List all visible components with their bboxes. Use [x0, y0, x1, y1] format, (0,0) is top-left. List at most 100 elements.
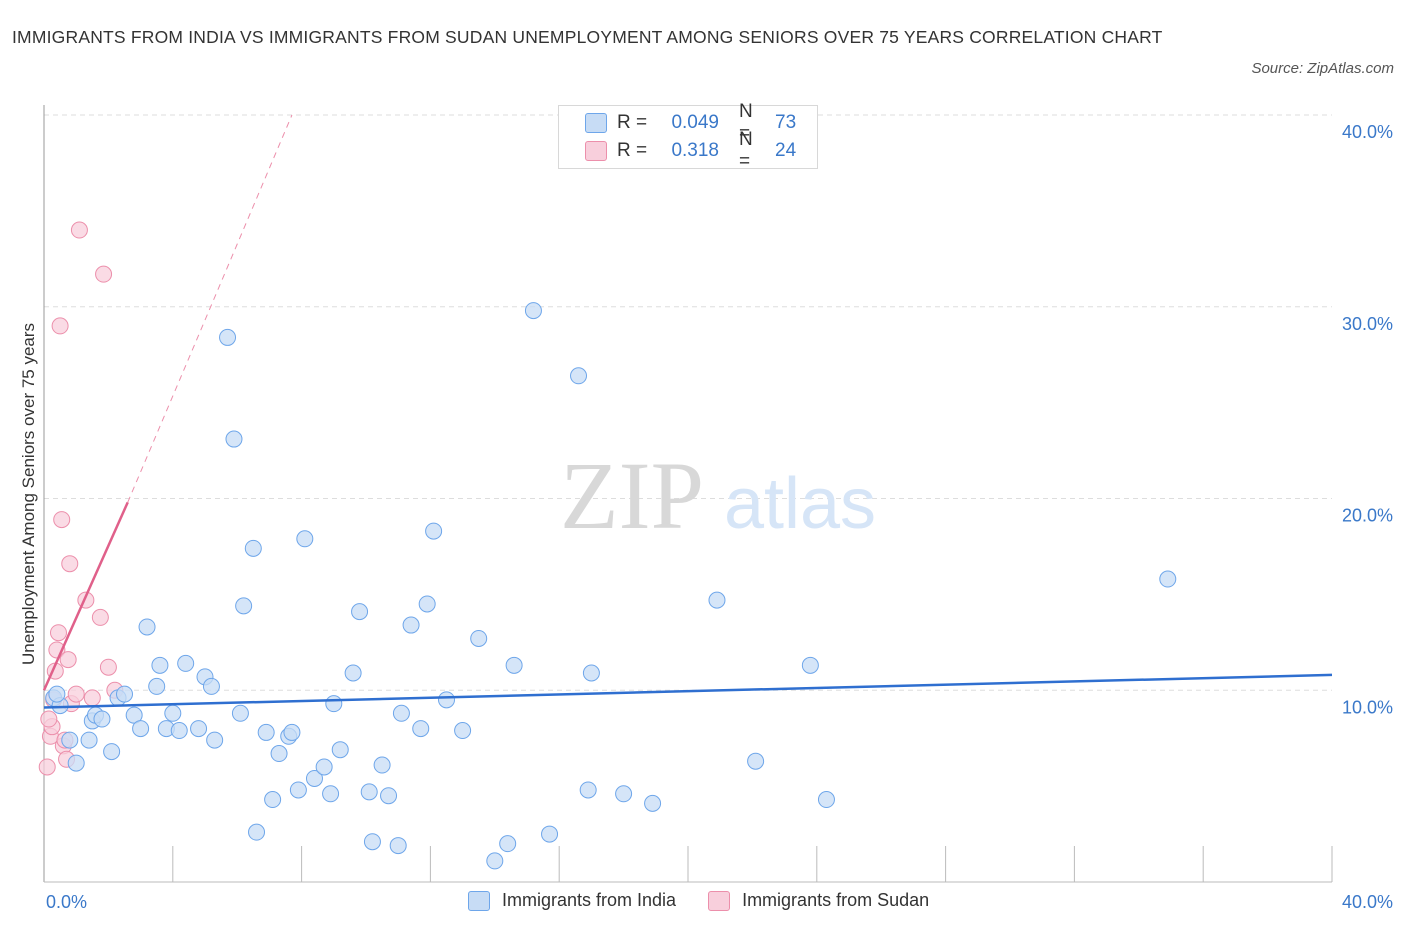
india-point	[817, 791, 835, 809]
bottom-legend-label-india: Immigrants from India	[502, 890, 677, 910]
y-tick-label: 40.0%	[1342, 122, 1393, 142]
india-point	[615, 785, 633, 803]
india-point	[103, 743, 121, 761]
legend-r-value-india: 0.049	[671, 112, 719, 133]
bottom-legend-label-sudan: Immigrants from Sudan	[742, 890, 930, 910]
y-axis-label: Unemployment Among Seniors over 75 years	[19, 323, 38, 665]
india-point	[164, 704, 182, 722]
legend-swatch-india	[585, 113, 607, 133]
x-ticks	[172, 846, 1333, 882]
bottom-legend-india: Immigrants from India	[468, 890, 676, 911]
india-point	[582, 664, 600, 682]
watermark-zip: ZIP	[560, 442, 704, 549]
legend-row-sudan: R = 0.318 N = 24	[585, 129, 797, 172]
sudan-point	[61, 555, 79, 573]
trend-lines	[42, 114, 1333, 709]
india-point	[305, 769, 323, 787]
india-point	[67, 754, 85, 772]
sudan-trend-extension	[127, 114, 293, 503]
bottom-legend-swatch-india	[468, 890, 490, 911]
india-point	[402, 616, 420, 634]
sudan-point	[67, 685, 85, 703]
india-point	[244, 539, 262, 557]
india-point	[644, 794, 662, 812]
sudan-point	[38, 758, 56, 776]
india-point	[231, 704, 249, 722]
india-point	[325, 695, 343, 713]
sudan-point	[99, 658, 117, 676]
sudan-point	[49, 624, 67, 642]
legend-r-value-sudan: 0.318	[671, 140, 719, 161]
india-point	[747, 752, 765, 770]
india-point	[61, 731, 79, 749]
india-point	[801, 656, 819, 674]
india-point	[425, 522, 443, 540]
india-point	[454, 722, 472, 740]
india-point	[331, 741, 349, 759]
india-point	[418, 595, 436, 613]
india-point	[505, 656, 523, 674]
india-trend-line	[43, 673, 1333, 709]
india-point	[389, 837, 407, 855]
legend-n-value-sudan: 24	[775, 140, 797, 161]
india-point	[579, 781, 597, 799]
india-point	[206, 731, 224, 749]
y-tick-label: 30.0%	[1342, 314, 1393, 334]
legend-r-label: R =	[617, 112, 648, 133]
bottom-legend-sudan: Immigrants from Sudan	[708, 890, 929, 911]
y-tick-label: 10.0%	[1342, 697, 1393, 717]
sudan-point	[53, 511, 71, 529]
india-point	[351, 603, 369, 621]
legend-n-label: N =	[739, 129, 753, 172]
chart-title: IMMIGRANTS FROM INDIA VS IMMIGRANTS FROM…	[12, 27, 1163, 47]
india-point	[116, 685, 133, 703]
india-point	[93, 710, 111, 728]
india-point	[392, 704, 410, 722]
sudan-trend-line	[42, 501, 129, 691]
india-point	[438, 691, 455, 709]
india-point	[315, 758, 333, 776]
india-point	[248, 823, 266, 841]
india-point	[322, 785, 340, 803]
india-point	[1159, 570, 1177, 588]
india-point	[363, 833, 381, 851]
india-series	[45, 302, 1177, 870]
india-point	[499, 835, 517, 853]
india-point	[48, 685, 66, 703]
legend-r-label: R =	[617, 140, 648, 161]
source-label: Source: ZipAtlas.com	[1251, 60, 1394, 77]
india-point	[190, 720, 208, 738]
sudan-point	[70, 221, 88, 239]
india-point	[177, 654, 195, 672]
india-point	[148, 677, 166, 695]
india-point	[202, 677, 220, 695]
bottom-legend-swatch-sudan	[708, 890, 731, 911]
legend-n-value-india: 73	[775, 112, 797, 133]
india-point	[380, 787, 398, 805]
india-point	[570, 367, 588, 385]
sudan-point	[40, 710, 58, 728]
india-point	[257, 723, 275, 741]
india-point	[138, 618, 156, 636]
watermark-atlas: atlas	[724, 464, 876, 544]
legend-box: R = 0.049 N = 73 R = 0.318 N = 24	[558, 101, 818, 172]
india-point	[470, 629, 488, 647]
sudan-point	[91, 608, 109, 626]
india-point	[225, 430, 243, 448]
india-point	[219, 328, 237, 346]
india-point	[541, 825, 559, 843]
y-tick-label: 20.0%	[1342, 506, 1393, 526]
x-tick-label: 40.0%	[1342, 892, 1393, 912]
india-point	[486, 852, 504, 870]
india-point	[344, 664, 362, 682]
sudan-point	[95, 265, 113, 283]
india-point	[283, 723, 301, 741]
india-point	[289, 781, 307, 799]
india-point	[360, 783, 378, 801]
india-point	[524, 302, 542, 320]
legend-swatch-sudan	[585, 141, 607, 161]
india-point	[132, 720, 150, 738]
sudan-point	[59, 651, 77, 669]
legend-row-india: R = 0.049 N = 73	[585, 101, 797, 144]
